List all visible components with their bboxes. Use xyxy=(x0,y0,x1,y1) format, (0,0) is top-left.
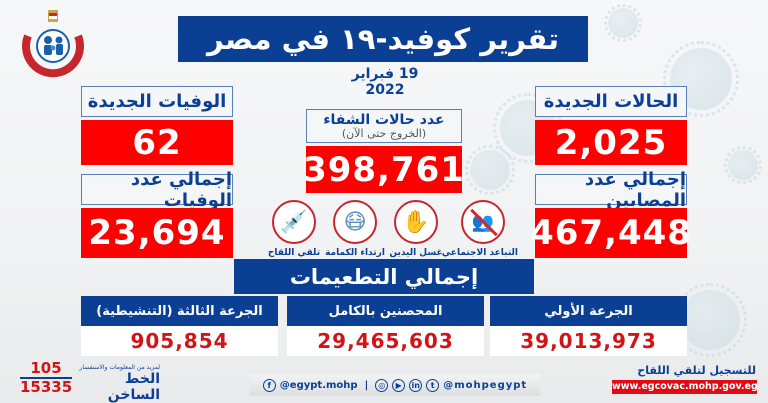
precaution-label: ارتداء الكمامة xyxy=(325,248,385,258)
recovered-label-box: عدد حالات الشفاء (الخروج حتى الآن) xyxy=(306,109,462,143)
no-crowd-icon: 👥 xyxy=(461,200,505,244)
hotline-label: الخط الساخن xyxy=(107,371,160,403)
youtube-icon[interactable]: ▶ xyxy=(392,378,406,392)
virus-decoration xyxy=(724,146,762,184)
instagram-icon[interactable]: ◎ xyxy=(375,378,389,392)
facebook-icon[interactable]: f xyxy=(262,378,276,392)
recovered-label: عدد حالات الشفاء xyxy=(323,111,445,128)
precaution-hand-washing: ✋ غسل اليدين xyxy=(386,200,446,258)
precaution-vaccine: 💉 تلقي اللقاح xyxy=(264,200,324,258)
total-deaths-label: إجمالي عدد الوفيات xyxy=(81,169,233,211)
vax-third-dose-label: الجرعة الثالثة (التنشيطية) xyxy=(81,296,278,326)
vax-fully-vaccinated-label: المحصنين بالكامل xyxy=(287,296,484,326)
new-cases-value: 2,025 xyxy=(535,120,687,165)
hotline-caption: لمزيد من المعلومات والاستفسار xyxy=(79,364,160,371)
precaution-label: التباعد الاجتماعي xyxy=(441,248,518,258)
face-mask-icon: 😷 xyxy=(333,200,377,244)
facebook-handle[interactable]: @egypt.mohp xyxy=(279,379,358,391)
new-deaths-value: 62 xyxy=(81,120,233,165)
hand-wash-icon: ✋ xyxy=(394,200,438,244)
register-label: للتسجيل لتلقي اللقاح xyxy=(637,364,756,377)
total-cases-label: إجمالي عدد المصابين xyxy=(535,169,687,211)
social-handle[interactable]: @mohpegypt xyxy=(443,379,528,391)
linkedin-icon[interactable]: in xyxy=(409,378,423,392)
new-deaths-label: الوفيات الجديدة xyxy=(81,86,233,117)
recovered-sublabel: (الخروج حتى الآن) xyxy=(341,126,427,140)
report-date: 19 فبراير 2022 xyxy=(351,66,419,98)
hotline-numbers: 105 15335 xyxy=(20,360,72,396)
total-cases-value: 467,448 xyxy=(530,208,691,258)
vaccinations-title: إجمالي التطعيمات xyxy=(234,259,534,294)
precaution-face-mask: 😷 ارتداء الكمامة xyxy=(325,200,385,258)
twitter-icon[interactable]: t xyxy=(426,378,440,392)
virus-decoration xyxy=(604,4,642,42)
ministry-emblem-icon xyxy=(22,10,84,78)
vax-fully-vaccinated-value: 29,465,603 xyxy=(287,326,484,356)
hotline-text: لمزيد من المعلومات والاستفسار الخط الساخ… xyxy=(78,364,160,403)
vax-third-dose-value: 905,854 xyxy=(81,326,278,356)
vaccine-syringe-icon: 💉 xyxy=(272,200,316,244)
divider: | xyxy=(364,379,369,391)
virus-decoration xyxy=(465,145,515,195)
new-cases-label: الحالات الجديدة xyxy=(535,86,687,117)
precaution-label: غسل اليدين xyxy=(389,248,443,258)
vax-first-dose-label: الجرعة الأولي xyxy=(490,296,687,326)
report-title: تقرير كوفيد-١٩ في مصر xyxy=(178,16,588,62)
social-bar: f @egypt.mohp | ◎ ▶ in t @mohpegypt xyxy=(250,374,540,396)
vax-first-dose-value: 39,013,973 xyxy=(490,326,687,356)
hotline-long: 15335 xyxy=(20,378,73,396)
hotline-short: 105 xyxy=(20,360,72,379)
total-deaths-value: 23,694 xyxy=(81,208,233,258)
register-url[interactable]: www.egcovac.mohp.gov.eg xyxy=(612,380,758,394)
recovered-value: 398,761 xyxy=(303,146,464,193)
precaution-label: تلقي اللقاح xyxy=(267,248,321,258)
precaution-social-distancing: 👥 التباعد الاجتماعي xyxy=(441,200,518,258)
ministry-logo xyxy=(18,8,88,80)
virus-decoration xyxy=(672,282,748,358)
